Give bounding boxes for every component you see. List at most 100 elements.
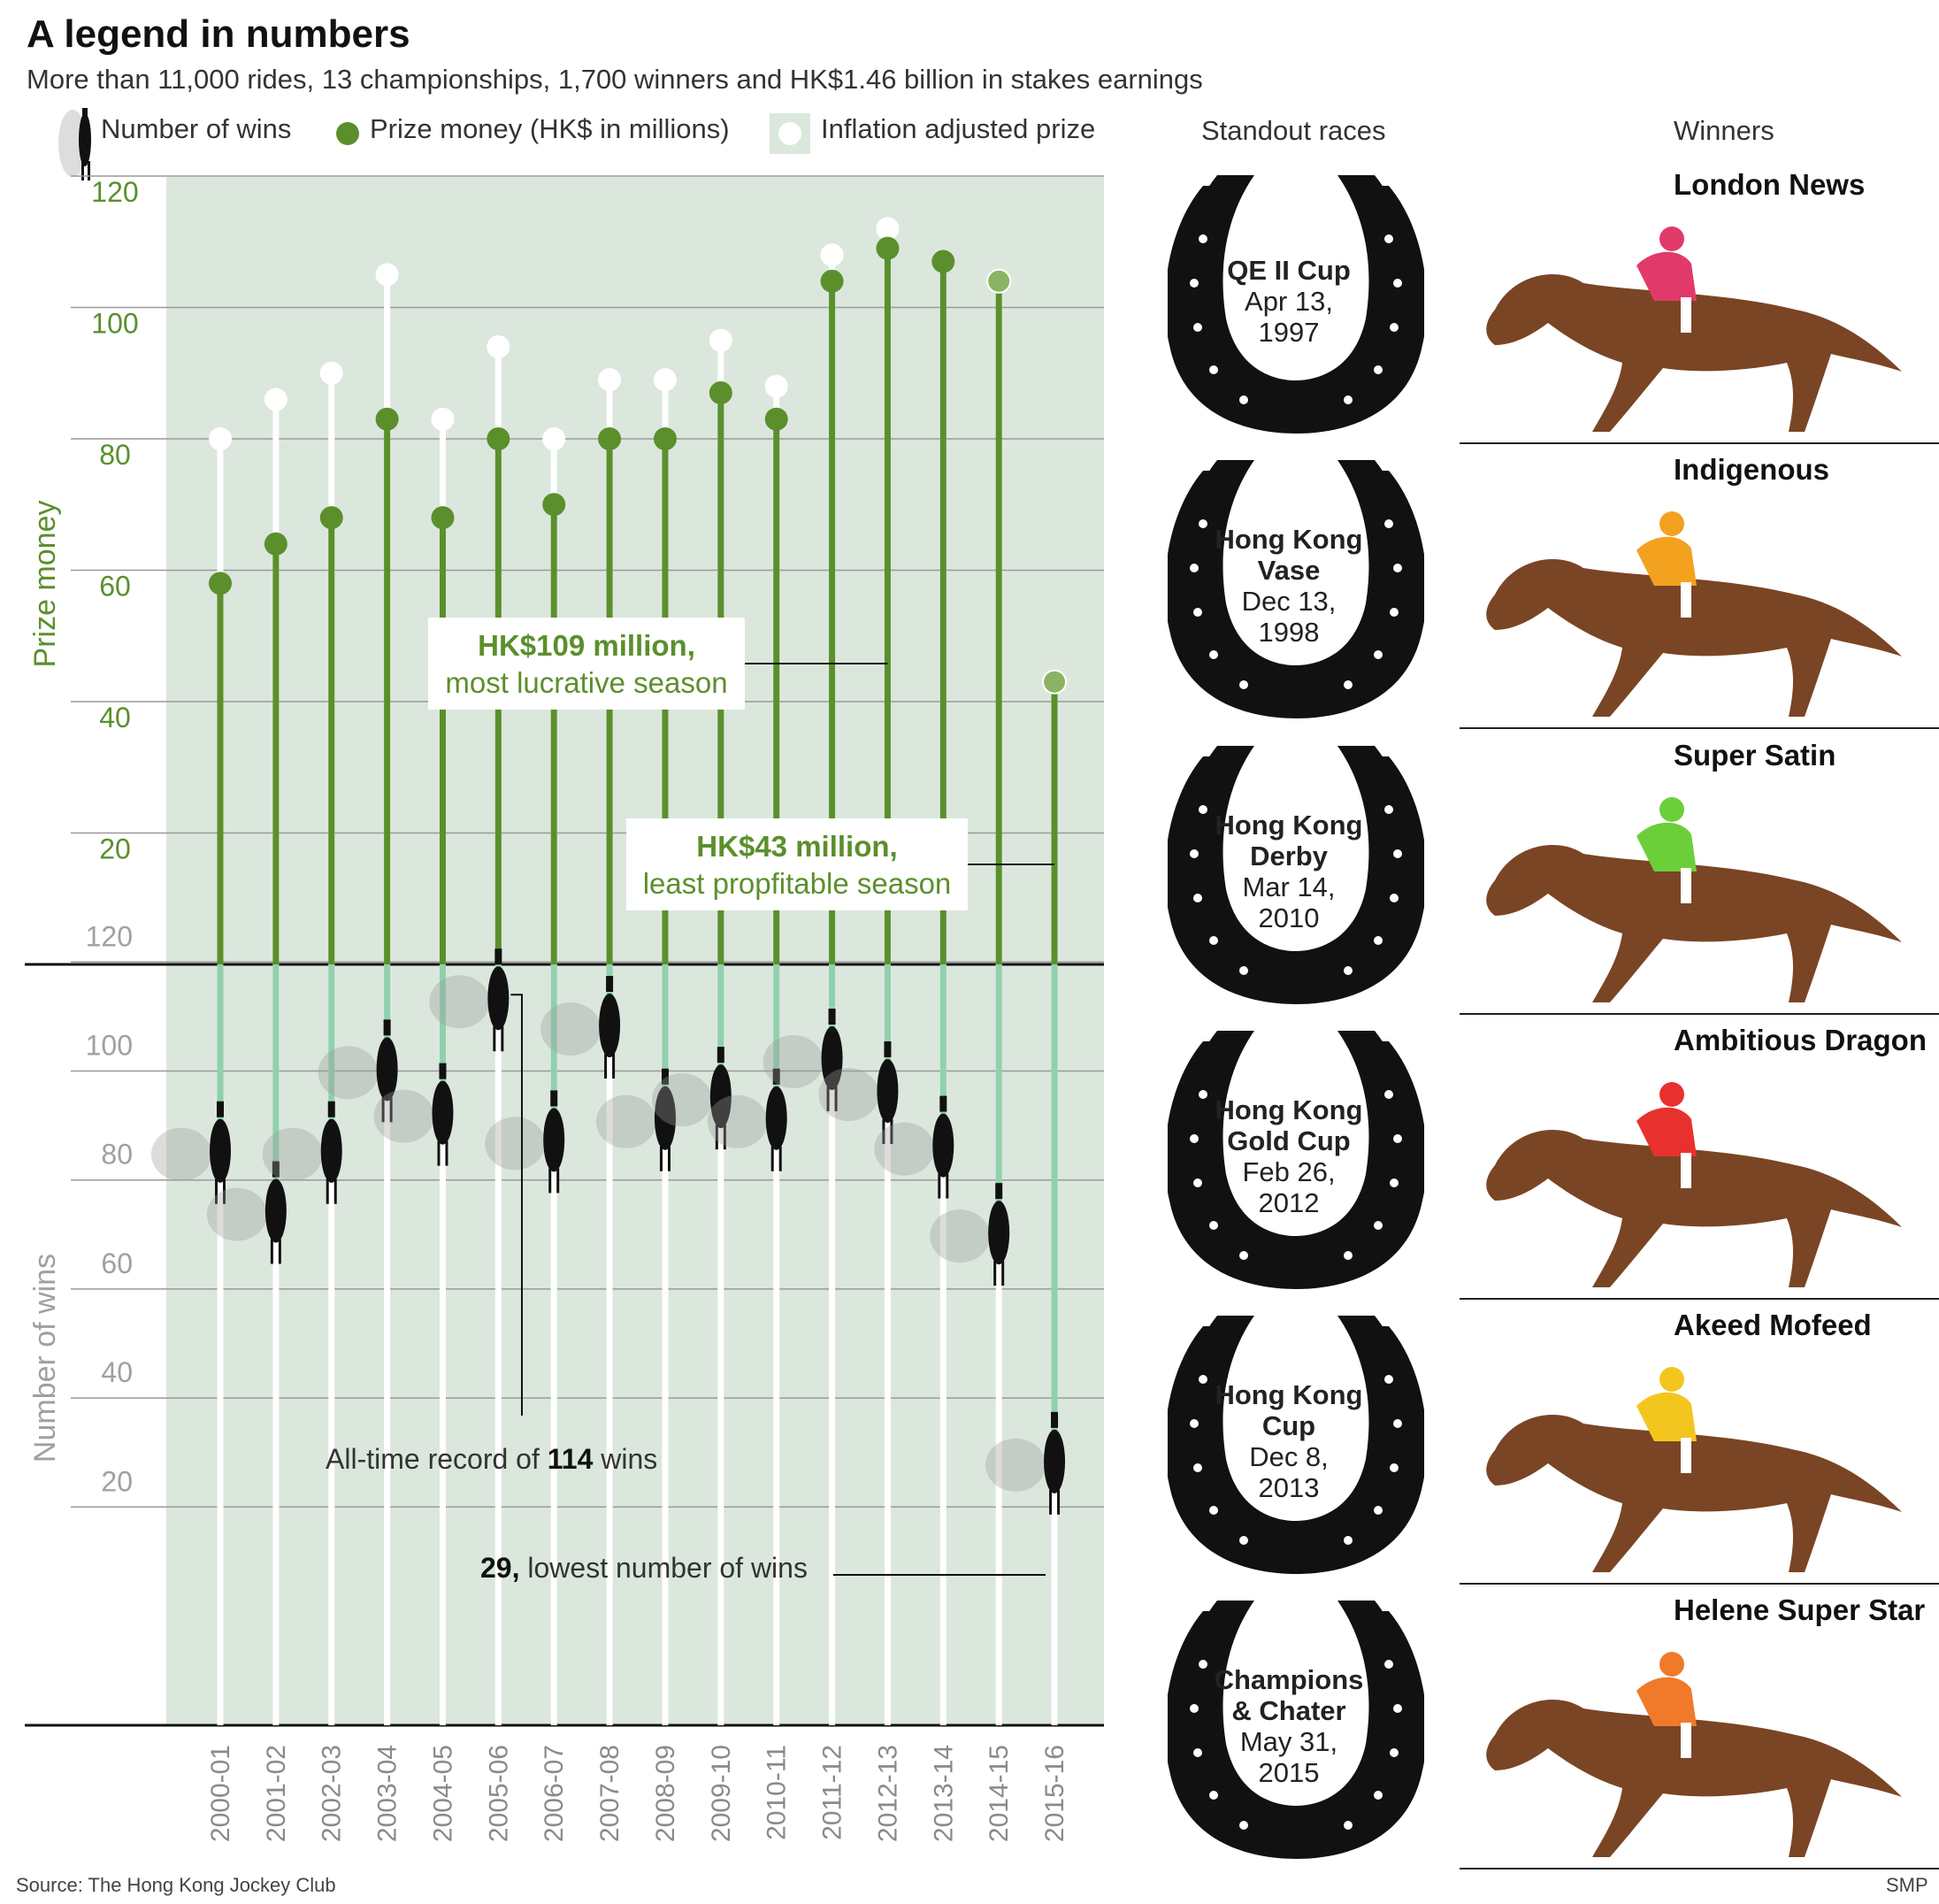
race-row: Hong Kong Derby Mar 14, 2010 Super Satin	[1168, 730, 1939, 1015]
jockey-leg	[1681, 1438, 1691, 1473]
nail-hole	[1199, 519, 1207, 528]
prize-point	[986, 268, 1012, 294]
marker-rider	[217, 1101, 224, 1117]
category-label: 2000-01	[206, 1745, 235, 1842]
horseshoe-icon	[1168, 175, 1424, 434]
wins-tick-label: 60	[101, 1248, 133, 1279]
jockey-cap	[1659, 1082, 1684, 1107]
marker-rider	[772, 1068, 780, 1085]
marker-leg	[604, 1054, 608, 1079]
marker-body	[210, 1118, 231, 1183]
nail-hole	[1393, 1419, 1402, 1428]
marker-rider	[995, 1183, 1003, 1200]
marker-shadow	[930, 1209, 991, 1263]
marker-shadow	[151, 1127, 211, 1181]
wins-marker	[485, 1090, 565, 1194]
marker-leg	[1049, 1489, 1053, 1515]
race-divider	[1460, 1013, 1939, 1015]
nail-hole	[1374, 650, 1383, 659]
jockey-leg	[1681, 1723, 1691, 1758]
marker-leg	[445, 1140, 448, 1166]
category-label: 2003-04	[373, 1745, 402, 1842]
marker-leg	[659, 1146, 663, 1171]
race-date: 2013	[1258, 1472, 1320, 1503]
race-date: Feb 26,	[1242, 1156, 1336, 1187]
nail-hole	[1239, 680, 1248, 689]
horseshoe-body	[1178, 1601, 1414, 1846]
marker-body	[765, 1086, 787, 1150]
nail-hole	[1239, 1821, 1248, 1830]
race-date: 1997	[1258, 316, 1320, 348]
jockey-leg	[1681, 582, 1691, 618]
prize-point	[709, 381, 732, 405]
winner-name: Helene Super Star	[1674, 1593, 1926, 1626]
marker-leg	[437, 1140, 441, 1166]
winner-photo	[1486, 226, 1902, 432]
wins-tick-label: 100	[86, 1030, 133, 1062]
race-name: Derby	[1250, 841, 1328, 871]
race-label: Hong Kong Gold Cup Feb 26, 2012	[1205, 1094, 1373, 1218]
race-date: 1998	[1258, 617, 1320, 648]
horse-rider-icon	[58, 108, 91, 180]
race-label: Champions & Chater May 31, 2015	[1205, 1664, 1373, 1788]
horseshoe-icon	[1168, 460, 1424, 718]
marker-leg	[493, 1026, 496, 1052]
nail-hole	[1190, 849, 1199, 858]
race-name: Cup	[1261, 1410, 1316, 1441]
horse-silhouette	[1486, 1415, 1902, 1572]
nail-hole	[1239, 966, 1248, 975]
race-date: 2015	[1258, 1757, 1320, 1788]
wins-tick-label: 40	[101, 1356, 133, 1388]
race-row: QE II Cup Apr 13, 1997 London News	[1168, 159, 1939, 444]
nail-hole	[1209, 1791, 1218, 1800]
legend-inflation-label: Inflation adjusted prize	[821, 113, 1096, 144]
horse-silhouette	[1486, 1130, 1902, 1287]
credit: SMP	[1886, 1874, 1928, 1896]
best-season-text: most lucrative season	[445, 666, 727, 699]
marker-body	[543, 1108, 565, 1172]
horse-silhouette	[1486, 1700, 1902, 1857]
nail-hole	[1209, 365, 1218, 374]
nail-hole	[1374, 1221, 1383, 1230]
prize-tick-label: 100	[91, 308, 138, 340]
nail-hole	[1374, 365, 1383, 374]
inflation-point	[431, 407, 455, 431]
marker-rider	[828, 1009, 836, 1025]
marker-leg	[223, 1178, 226, 1204]
inflation-point	[653, 368, 677, 392]
race-date: Dec 13,	[1241, 586, 1337, 617]
nail-hole	[1209, 1221, 1218, 1230]
category-label: 2014-15	[985, 1745, 1014, 1842]
race-label: QE II Cup Apr 13, 1997	[1205, 255, 1373, 348]
nail-hole	[1384, 805, 1393, 814]
race-date: Mar 14,	[1242, 871, 1336, 902]
marker-rider	[383, 1019, 391, 1036]
jockey-silks	[1636, 1677, 1697, 1726]
category-label: 2012-13	[873, 1745, 902, 1842]
nail-hole	[1209, 936, 1218, 945]
marker-shadow	[985, 1438, 1046, 1492]
category-label: 2011-12	[818, 1745, 847, 1840]
prize-point	[209, 572, 232, 595]
race-divider	[1460, 1868, 1939, 1869]
category-label: 2009-10	[707, 1745, 736, 1842]
race-label: Hong Kong Cup Dec 8, 2013	[1205, 1379, 1373, 1503]
source-note: Source: The Hong Kong Jockey Club	[16, 1874, 336, 1896]
marker-shadow	[485, 1117, 546, 1171]
nail-hole	[1193, 1178, 1202, 1187]
race-row: Champions & Chater May 31, 2015 Helene Super…	[1168, 1585, 1939, 1869]
nail-hole	[1390, 1748, 1399, 1757]
legend-prize-label: Prize money (HK$ in millions)	[370, 113, 730, 144]
nail-hole	[1193, 608, 1202, 617]
marker-shadow	[318, 1046, 379, 1100]
nail-hole	[1344, 1821, 1353, 1830]
prize-dot-icon	[336, 122, 359, 145]
nail-hole	[1390, 1178, 1399, 1187]
prize-tick-label: 60	[99, 571, 131, 603]
marker-leg	[548, 1168, 552, 1194]
inflation-point	[264, 388, 287, 411]
marker-rider	[717, 1047, 724, 1063]
category-label: 2006-07	[540, 1745, 569, 1842]
horseshoe-outer	[1168, 1041, 1424, 1289]
marker-leg	[270, 1239, 273, 1264]
